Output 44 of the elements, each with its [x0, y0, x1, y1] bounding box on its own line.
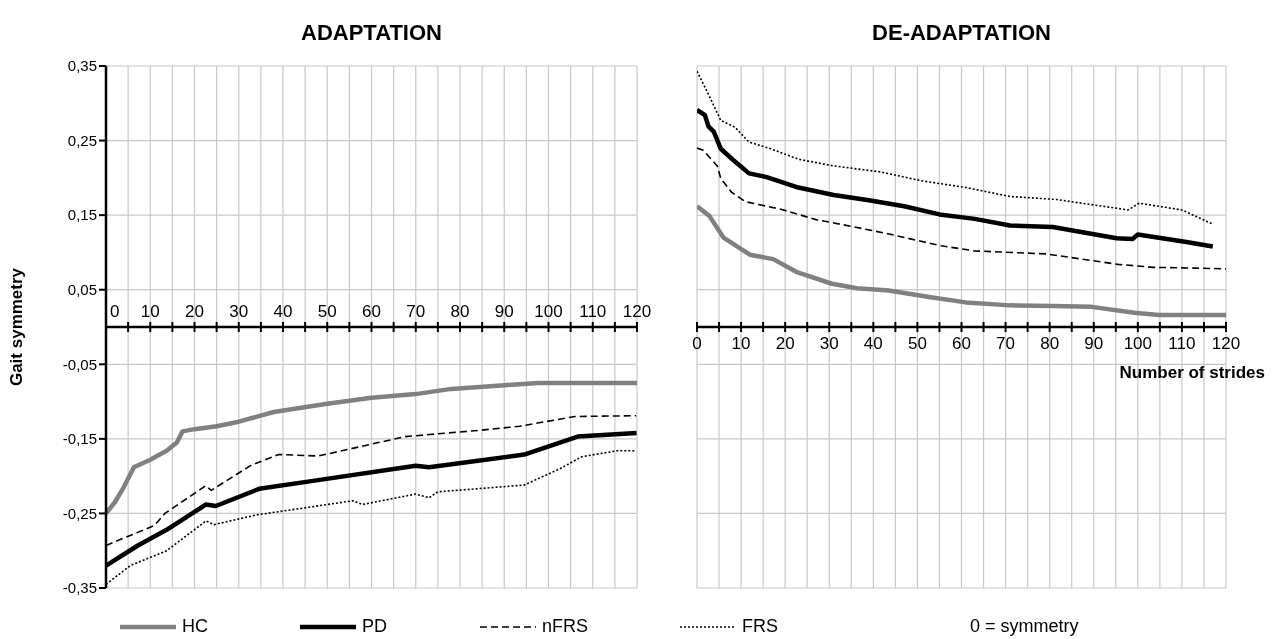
chart-title: ADAPTATION [300, 20, 443, 46]
y-tick-label: 0,35 [67, 57, 97, 75]
y-tick-label: -0,35 [62, 579, 97, 597]
x-tick-label: 60 [952, 334, 971, 353]
y-tick-label: 0,25 [67, 131, 97, 149]
legend-label: FRS [742, 616, 778, 637]
x-tick-label: 20 [185, 302, 204, 321]
x-tick-label: 80 [450, 302, 470, 321]
y-tick-label: 0,05 [67, 281, 97, 299]
x-tick-label: 70 [996, 334, 1016, 353]
text: 0 = symmetry [970, 616, 1079, 637]
x-tick-label: 10 [140, 302, 160, 321]
y-axis-title: Gait symmetry [7, 267, 27, 387]
y-tick-label: -0,05 [62, 355, 97, 373]
x-tick-label: 40 [863, 334, 883, 353]
x-axis-title: Number of strides [1119, 363, 1265, 383]
x-tick-label: 90 [494, 302, 514, 321]
x-tick-label: 30 [229, 302, 249, 321]
x-tick-label: 0 [110, 302, 120, 321]
x-tick-label: 10 [731, 334, 751, 353]
legend-label: nFRS [542, 616, 589, 637]
x-tick-label: 120 [1211, 334, 1241, 353]
x-tick-label: 70 [406, 302, 426, 321]
x-tick-label: 110 [579, 302, 607, 321]
y-tick-label: -0,15 [62, 430, 97, 448]
x-tick-label: 50 [317, 302, 337, 321]
x-tick-label: 60 [362, 302, 381, 321]
x-tick-label: 50 [907, 334, 927, 353]
line-series [106, 380, 637, 516]
x-tick-label: 120 [622, 302, 652, 321]
x-tick-label: 110 [1168, 334, 1196, 353]
y-tick-label: 0,15 [67, 206, 97, 224]
x-tick-label: 80 [1040, 334, 1060, 353]
x-tick-label: 20 [775, 334, 795, 353]
y-tick-label: -0,25 [62, 504, 97, 522]
legend-label: HC [182, 616, 208, 637]
chart-title: DE-ADAPTATION [871, 20, 1052, 46]
x-tick-label: 40 [273, 302, 293, 321]
legend-label: PD [362, 616, 388, 637]
x-tick-label: 0 [692, 334, 702, 353]
x-tick-label: 30 [819, 334, 839, 353]
x-tick-label: 90 [1084, 334, 1104, 353]
x-tick-label: 100 [1123, 334, 1153, 353]
x-tick-label: 100 [534, 302, 563, 321]
